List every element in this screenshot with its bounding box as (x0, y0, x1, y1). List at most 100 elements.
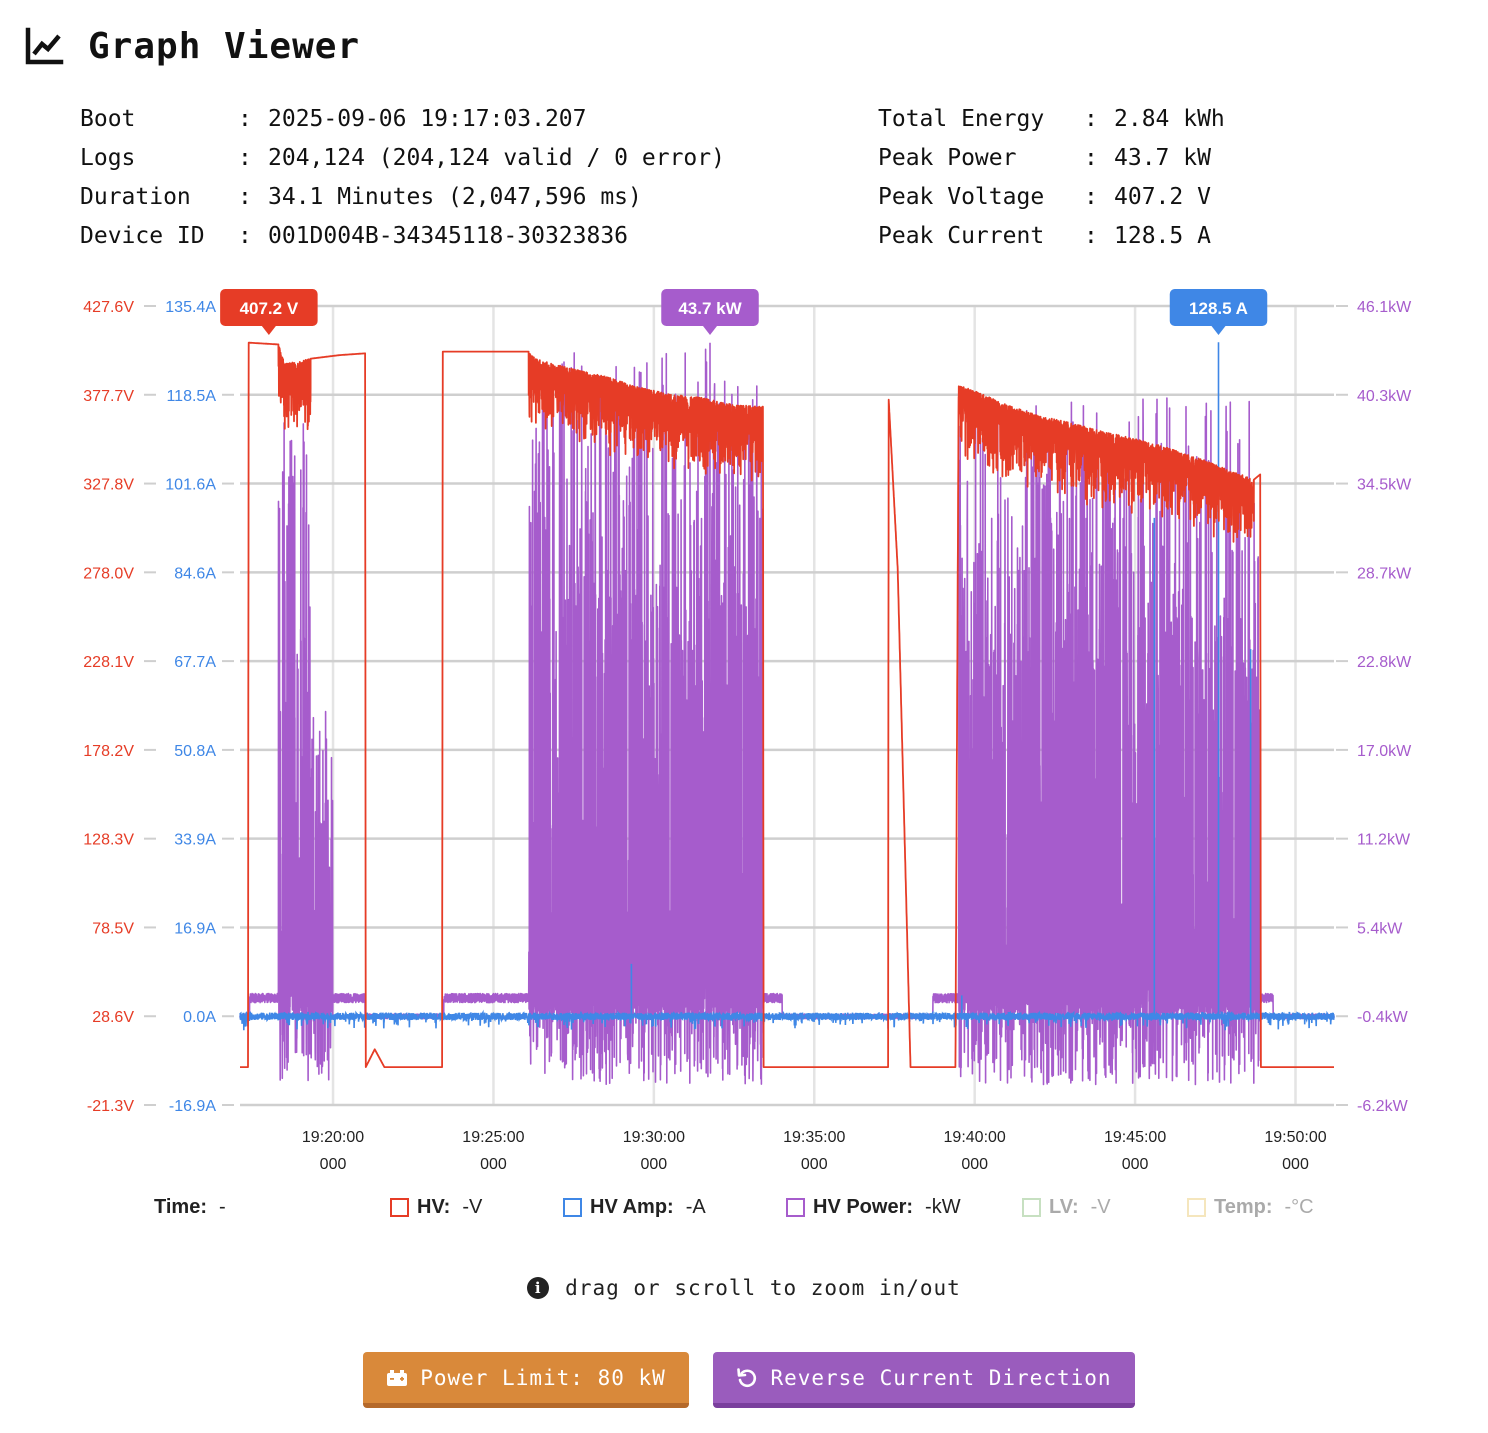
zoom-hint-text: drag or scroll to zoom in/out (565, 1276, 961, 1300)
legend-value: -°C (1284, 1195, 1314, 1218)
peak-marker: 43.7 kW (661, 289, 759, 335)
legend-label: HV: (417, 1195, 451, 1218)
legend-swatch (563, 1197, 582, 1217)
peak-marker: 128.5 A (1169, 289, 1268, 335)
peak-marker-label: 128.5 A (1189, 299, 1248, 318)
peak-marker-pointer (703, 326, 718, 335)
legend-value: -kW (925, 1195, 961, 1218)
graph-chart[interactable]: 427.6V 135.4A 46.1kW 377.7V 118.5A 40.3kW 327.… (0, 280, 1488, 1180)
stat-key: Total Energy (878, 106, 1045, 132)
legend-item-hv-power[interactable]: HV Power: -kW (786, 1192, 961, 1222)
stat-value: 2025-09-06 19:17:03.207 (268, 106, 587, 132)
y-tick-label-power: -0.4kW (1357, 1009, 1409, 1026)
rotate-ccw-icon (737, 1367, 757, 1387)
stat-key: Peak Voltage (878, 184, 1045, 210)
y-tick-label-power: 28.7kW (1357, 565, 1412, 582)
y-tick-label-current: 67.7A (174, 654, 216, 671)
y-tick-label-voltage: 178.2V (83, 743, 134, 760)
legend-label: HV Power: (813, 1195, 914, 1218)
x-tick-label-ms: 000 (641, 1156, 668, 1173)
y-tick-label-power: 46.1kW (1357, 299, 1412, 316)
peak-marker-bg (1169, 289, 1268, 326)
y-tick-label-voltage: 228.1V (83, 654, 134, 671)
stat-boot: Boot:2025-09-06 19:17:03.207 (80, 100, 725, 139)
y-tick-label-current: 101.6A (165, 477, 216, 494)
x-tick-label-time: 19:20:00 (302, 1129, 364, 1146)
stat-separator: : (238, 106, 252, 132)
legend-value: -V (1090, 1195, 1111, 1218)
reverse-current-button[interactable]: Reverse Current Direction (713, 1352, 1135, 1408)
legend-item-hv[interactable]: HV: -V (390, 1192, 482, 1222)
x-tick-label-time: 19:45:00 (1104, 1129, 1166, 1146)
y-tick-label-voltage: 278.0V (83, 565, 134, 582)
y-tick-label-power: 17.0kW (1357, 743, 1412, 760)
stat-logs: Logs:204,124 (204,124 valid / 0 error) (80, 139, 725, 178)
stat-total-energy: Total Energy:2.84 kWh (878, 100, 1225, 139)
stat-device-id: Device ID:001D004B-34345118-30323836 (80, 217, 725, 256)
y-tick-label-voltage: 128.3V (83, 832, 134, 849)
x-tick-label-time: 19:50:00 (1264, 1129, 1326, 1146)
header: Graph Viewer (24, 22, 360, 70)
x-tick-label-ms: 000 (961, 1156, 988, 1173)
x-tick-label-time: 19:40:00 (944, 1129, 1006, 1146)
y-tick-label-voltage: 377.7V (83, 388, 134, 405)
stat-peak-power: Peak Power:43.7 kW (878, 139, 1225, 178)
power-limit-label: Power Limit: 80 kW (420, 1365, 666, 1390)
stat-peak-current: Peak Current:128.5 A (878, 217, 1225, 256)
y-tick-label-power: -6.2kW (1357, 1098, 1409, 1115)
stat-value: 204,124 (204,124 valid / 0 error) (268, 145, 725, 171)
hv-amp-line (239, 342, 1335, 1031)
stat-key: Device ID (80, 223, 205, 249)
y-tick-label-current: 135.4A (165, 299, 216, 316)
legend-label: LV: (1049, 1195, 1079, 1218)
y-tick-label-power: 5.4kW (1357, 920, 1403, 937)
y-tick-label-current: 84.6A (174, 565, 216, 582)
x-tick-label-ms: 000 (1282, 1156, 1309, 1173)
y-tick-label-power: 11.2kW (1357, 832, 1411, 849)
x-tick-label-time: 19:30:00 (623, 1129, 685, 1146)
x-tick-label-ms: 000 (1122, 1156, 1149, 1173)
peak-marker-pointer (1211, 326, 1226, 335)
y-tick-label-current: 33.9A (174, 832, 216, 849)
stat-separator: : (238, 145, 252, 171)
y-tick-label-voltage: 327.8V (83, 477, 134, 494)
y-tick-label-voltage: -21.3V (87, 1098, 134, 1115)
stat-separator: : (1084, 184, 1098, 210)
page-title: Graph Viewer (88, 25, 361, 67)
y-tick-label-current: 50.8A (174, 743, 216, 760)
stat-key: Peak Power (878, 145, 1017, 171)
legend-time-label: Time: (154, 1195, 207, 1218)
legend-label: HV Amp: (590, 1195, 674, 1218)
stat-separator: : (1084, 106, 1098, 132)
legend-swatch (390, 1197, 409, 1217)
stats-right: Total Energy:2.84 kWh Peak Power:43.7 kW… (878, 100, 1225, 256)
x-tick-label-ms: 000 (801, 1156, 828, 1173)
stats-left: Boot:2025-09-06 19:17:03.207 Logs:204,12… (80, 100, 725, 256)
stat-value: 001D004B-34345118-30323836 (268, 223, 629, 249)
legend-time: Time: - (154, 1192, 226, 1222)
hv-voltage-line (239, 341, 1335, 1068)
legend-item-lv[interactable]: LV: -V (1022, 1192, 1111, 1222)
y-tick-label-power: 22.8kW (1357, 654, 1412, 671)
legend-item-hv-amp[interactable]: HV Amp: -A (563, 1192, 706, 1222)
legend-item-temp[interactable]: Temp: -°C (1187, 1192, 1314, 1222)
stat-key: Boot (80, 106, 136, 132)
y-tick-label-voltage: 427.6V (83, 299, 134, 316)
y-tick-label-voltage: 28.6V (92, 1009, 134, 1026)
x-tick-label-ms: 000 (480, 1156, 507, 1173)
stat-value: 43.7 kW (1114, 145, 1211, 171)
y-tick-label-power: 34.5kW (1357, 477, 1412, 494)
x-tick-label-time: 19:25:00 (462, 1129, 524, 1146)
stat-peak-voltage: Peak Voltage:407.2 V (878, 178, 1225, 217)
info-icon: i (527, 1277, 550, 1299)
y-tick-label-voltage: 78.5V (92, 920, 134, 937)
battery-icon (387, 1369, 408, 1386)
legend-swatch (1187, 1197, 1206, 1217)
stat-value: 2.84 kWh (1114, 106, 1225, 132)
stat-separator: : (238, 184, 252, 210)
y-tick-label-current: 118.5A (166, 388, 216, 405)
stat-separator: : (1084, 145, 1098, 171)
power-limit-button[interactable]: Power Limit: 80 kW (363, 1352, 689, 1408)
y-tick-label-current: 16.9A (174, 920, 216, 937)
legend-value: -V (462, 1195, 483, 1218)
